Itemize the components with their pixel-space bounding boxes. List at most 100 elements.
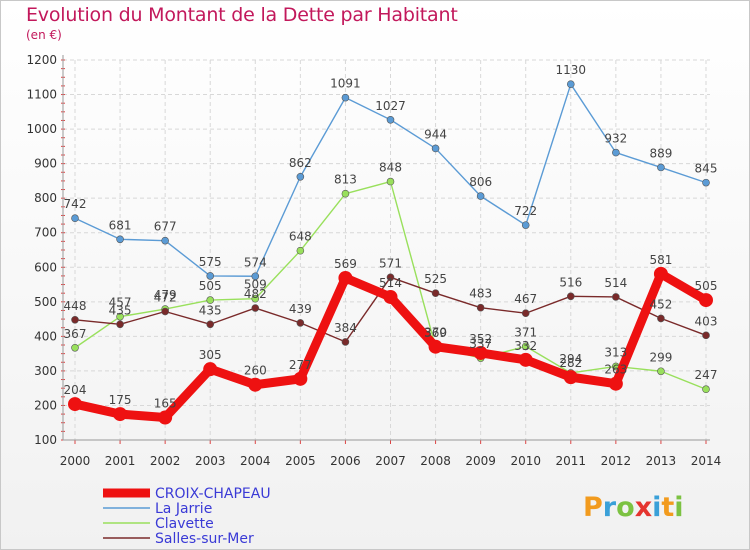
data-label: 569 [334,257,357,271]
chart-subtitle: (en €) [26,28,62,42]
y-tick-label: 400 [34,329,57,343]
data-label: 204 [64,383,87,397]
data-point [386,177,395,186]
logo-text: Proxiti [583,492,684,523]
proxiti-logo: Proxiti [583,492,684,523]
x-tick-label: 2004 [240,454,271,468]
data-point [113,407,128,422]
x-tick-label: 2005 [285,454,316,468]
data-point [386,115,395,124]
data-point [158,410,173,425]
legend-label: Salles-sur-Mer [155,531,254,547]
data-point [116,235,124,244]
data-point [431,144,440,153]
data-label: 294 [559,352,582,366]
data-point [383,289,398,304]
data-label: 332 [514,339,537,353]
data-label: 277 [289,358,312,372]
data-label: 571 [379,256,402,270]
data-label: 282 [559,356,582,370]
data-label: 371 [514,325,537,339]
data-label: 677 [154,220,177,234]
data-label: 505 [695,279,718,293]
data-point [71,315,79,324]
data-point [612,148,620,157]
data-point [563,370,578,385]
data-label: 509 [244,278,267,292]
data-point [428,339,443,354]
data-label: 467 [514,292,537,306]
y-tick-label: 100 [34,433,57,447]
y-tick-label: 300 [34,364,57,378]
data-label: 1027 [375,99,406,113]
y-tick-label: 500 [34,295,57,309]
data-point [341,189,350,198]
data-label: 848 [379,161,402,175]
data-label: 472 [154,290,177,304]
data-label: 516 [559,275,582,289]
data-label: 263 [604,363,627,377]
data-label: 845 [695,162,718,176]
data-point [608,376,623,391]
data-label: 367 [64,327,87,341]
data-point [206,320,215,329]
data-label: 247 [695,368,718,382]
x-tick-label: 2014 [691,454,722,468]
data-label: 862 [289,156,312,170]
y-tick-label: 600 [34,260,57,274]
data-point [702,331,710,340]
data-label: 514 [379,276,402,290]
data-point [338,270,353,285]
data-label: 889 [649,146,672,160]
data-label: 448 [64,299,87,313]
x-tick-label: 2009 [465,454,496,468]
y-tick-label: 1200 [26,53,57,67]
data-point [612,293,620,301]
x-tick-label: 2000 [60,454,91,468]
data-label: 452 [649,297,672,311]
data-label: 944 [424,127,447,141]
data-label: 742 [64,197,87,211]
data-label: 722 [514,204,537,218]
data-label: 260 [244,364,267,378]
data-label: 574 [244,255,267,269]
data-point [116,320,124,329]
data-label: 1130 [556,63,587,77]
data-label: 165 [154,397,177,411]
data-point [293,371,308,386]
data-label: 514 [604,276,627,290]
x-tick-label: 2013 [646,454,677,468]
x-tick-label: 2007 [375,454,406,468]
data-label: 575 [199,255,222,269]
y-tick-label: 800 [34,191,57,205]
data-point [251,272,260,281]
x-tick-label: 2002 [150,454,181,468]
data-label: 384 [334,321,357,335]
data-point [386,273,395,282]
data-point [161,307,169,316]
data-label: 505 [199,279,222,293]
x-tick-label: 2006 [330,454,361,468]
y-tick-label: 700 [34,226,57,240]
data-label: 457 [109,296,132,310]
data-point [251,304,260,312]
data-point [702,385,710,394]
data-label: 435 [199,303,222,317]
data-point [521,221,530,229]
data-point [251,294,260,303]
data-point [296,319,305,327]
data-point [521,309,530,318]
data-label: 369 [424,326,447,340]
data-label: 403 [695,314,718,328]
x-tick-label: 2010 [510,454,541,468]
data-point [521,342,530,351]
data-label: 806 [469,175,492,189]
data-point [116,312,124,321]
data-point [71,343,79,352]
data-label: 581 [649,253,672,267]
data-point [699,293,713,308]
data-label: 681 [109,218,132,232]
y-tick-label: 1000 [26,122,57,136]
data-point [161,236,169,245]
